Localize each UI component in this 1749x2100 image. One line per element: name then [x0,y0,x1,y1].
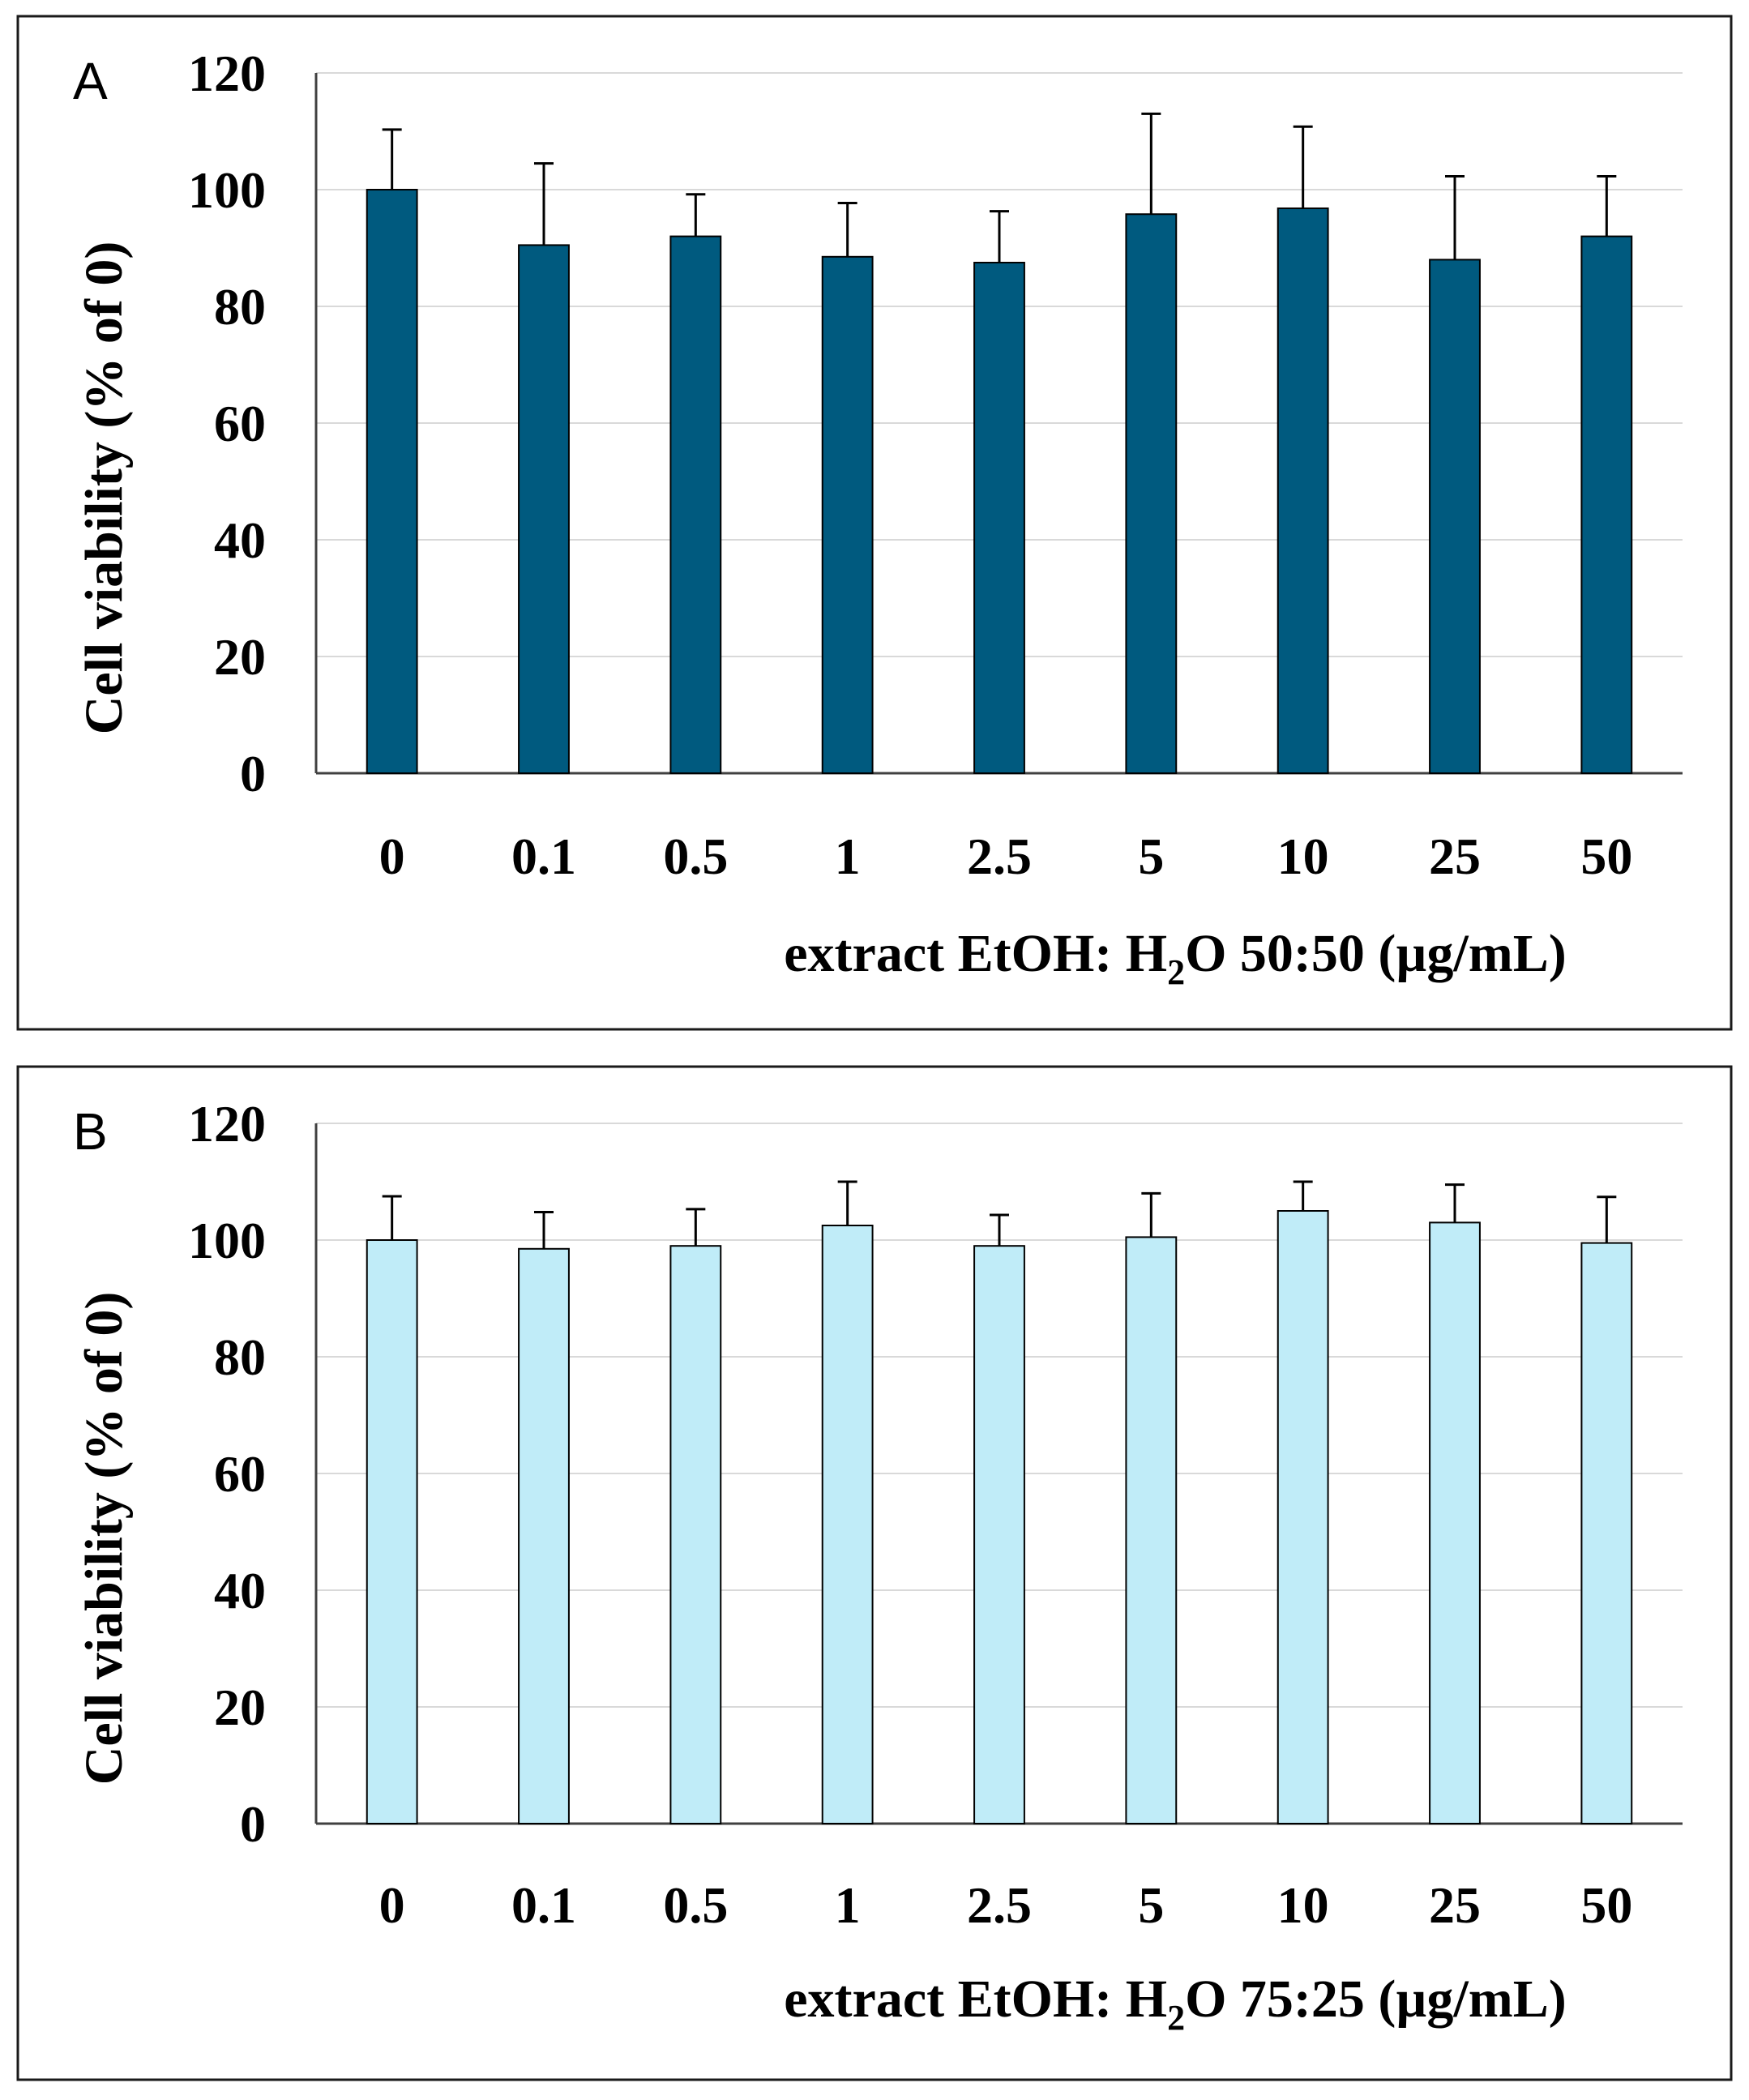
chart-panel-b: B 0 20 40 60 80 100 120 0 0.1 0.5 1 2.5 5 10 25 50 Cell v… [16,1065,1733,2081]
x-tick-label: 10 [1277,828,1329,885]
error-bar [1141,1191,1161,1238]
bar [1429,259,1481,774]
panel-letter: B [73,1102,108,1161]
bar [669,1245,722,1824]
error-bar [686,1208,706,1247]
y-tick-label: 20 [214,628,266,686]
bar [821,1225,874,1824]
y-tick-label: 40 [214,1562,266,1619]
error-bar [382,1195,402,1240]
y-tick-label: 120 [188,1095,266,1153]
y-tick-label: 100 [188,161,266,219]
bar [518,244,570,774]
bar [1125,1236,1178,1824]
chart-panel-a: A 0 20 40 60 80 100 120 0 0.1 0.5 1 2.5 5 10 25 50 Cell v… [16,15,1733,1031]
bar [518,1247,570,1825]
bar [973,262,1025,774]
x-tick-label: 0.1 [511,828,576,885]
bar [1580,1242,1633,1824]
x-tick-label: 5 [1138,1876,1164,1934]
x-tick-label: 0 [379,1876,405,1934]
x-tick-label: 10 [1277,1876,1329,1934]
x-tick-label: 2.5 [967,1876,1032,1934]
y-tick-label: 120 [188,45,266,102]
x-tick-label: 25 [1429,828,1481,885]
error-bar [1293,125,1313,209]
y-tick-label: 60 [214,395,266,452]
x-tick-label: 5 [1138,828,1164,885]
y-tick-label: 40 [214,511,266,569]
error-bar [1445,174,1465,260]
error-bar [837,202,857,257]
x-tick-label: 0.5 [663,828,728,885]
y-axis-title: Cell viability (% of 0) [75,242,134,735]
bar [1276,1210,1329,1824]
x-tick-label: 1 [835,1876,861,1934]
error-bar [990,1213,1009,1247]
bar [1276,207,1329,775]
x-tick-label: 0 [379,828,405,885]
x-axis-title-subscript: 2 [1167,1998,1185,2038]
error-bar [1293,1180,1313,1211]
y-tick-label: 0 [240,1795,266,1853]
y-axis-title: Cell viability (% of 0) [75,1292,134,1786]
x-tick-label: 50 [1580,828,1632,885]
bar [1429,1221,1481,1824]
bar [366,1239,418,1824]
bar [821,255,874,774]
x-tick-label: 1 [835,828,861,885]
y-tick-label: 20 [214,1679,266,1736]
error-bar [1597,174,1617,237]
bar [366,189,418,774]
bar [1125,213,1178,774]
y-tick-label: 0 [240,745,266,802]
x-tick-label: 25 [1429,1876,1481,1934]
bar [669,235,722,775]
y-tick-label: 80 [214,1328,266,1386]
x-axis-title-prefix: extract EtOH: H [784,924,1167,983]
error-bar [990,210,1009,263]
x-tick-label: 2.5 [967,828,1032,885]
x-tick-label: 50 [1580,1876,1632,1934]
y-tick-label: 60 [214,1445,266,1503]
x-axis-title-suffix: O 50:50 (µg/mL) [1185,924,1567,983]
error-bar [1445,1183,1465,1223]
x-axis-title-prefix: extract EtOH: H [784,1970,1167,2029]
error-bar [534,162,554,246]
x-axis-title: extract EtOH: H2O 75:25 (µg/mL) [784,1970,1566,2038]
x-axis-title-suffix: O 75:25 (µg/mL) [1185,1970,1567,2029]
y-tick-label: 100 [188,1212,266,1269]
error-bar [534,1210,554,1249]
x-axis-title: extract EtOH: H2O 50:50 (µg/mL) [784,924,1566,992]
x-tick-label: 0.5 [663,1876,728,1934]
bar [973,1245,1025,1824]
x-axis-title-subscript: 2 [1167,952,1185,992]
error-bar [686,193,706,237]
x-tick-label: 0.1 [511,1876,576,1934]
error-bar [837,1180,857,1225]
error-bar [1141,112,1161,215]
y-tick-label: 80 [214,278,266,336]
bar [1580,235,1633,775]
error-bar [382,128,402,190]
error-bar [1597,1195,1617,1243]
panel-letter: A [73,52,108,110]
